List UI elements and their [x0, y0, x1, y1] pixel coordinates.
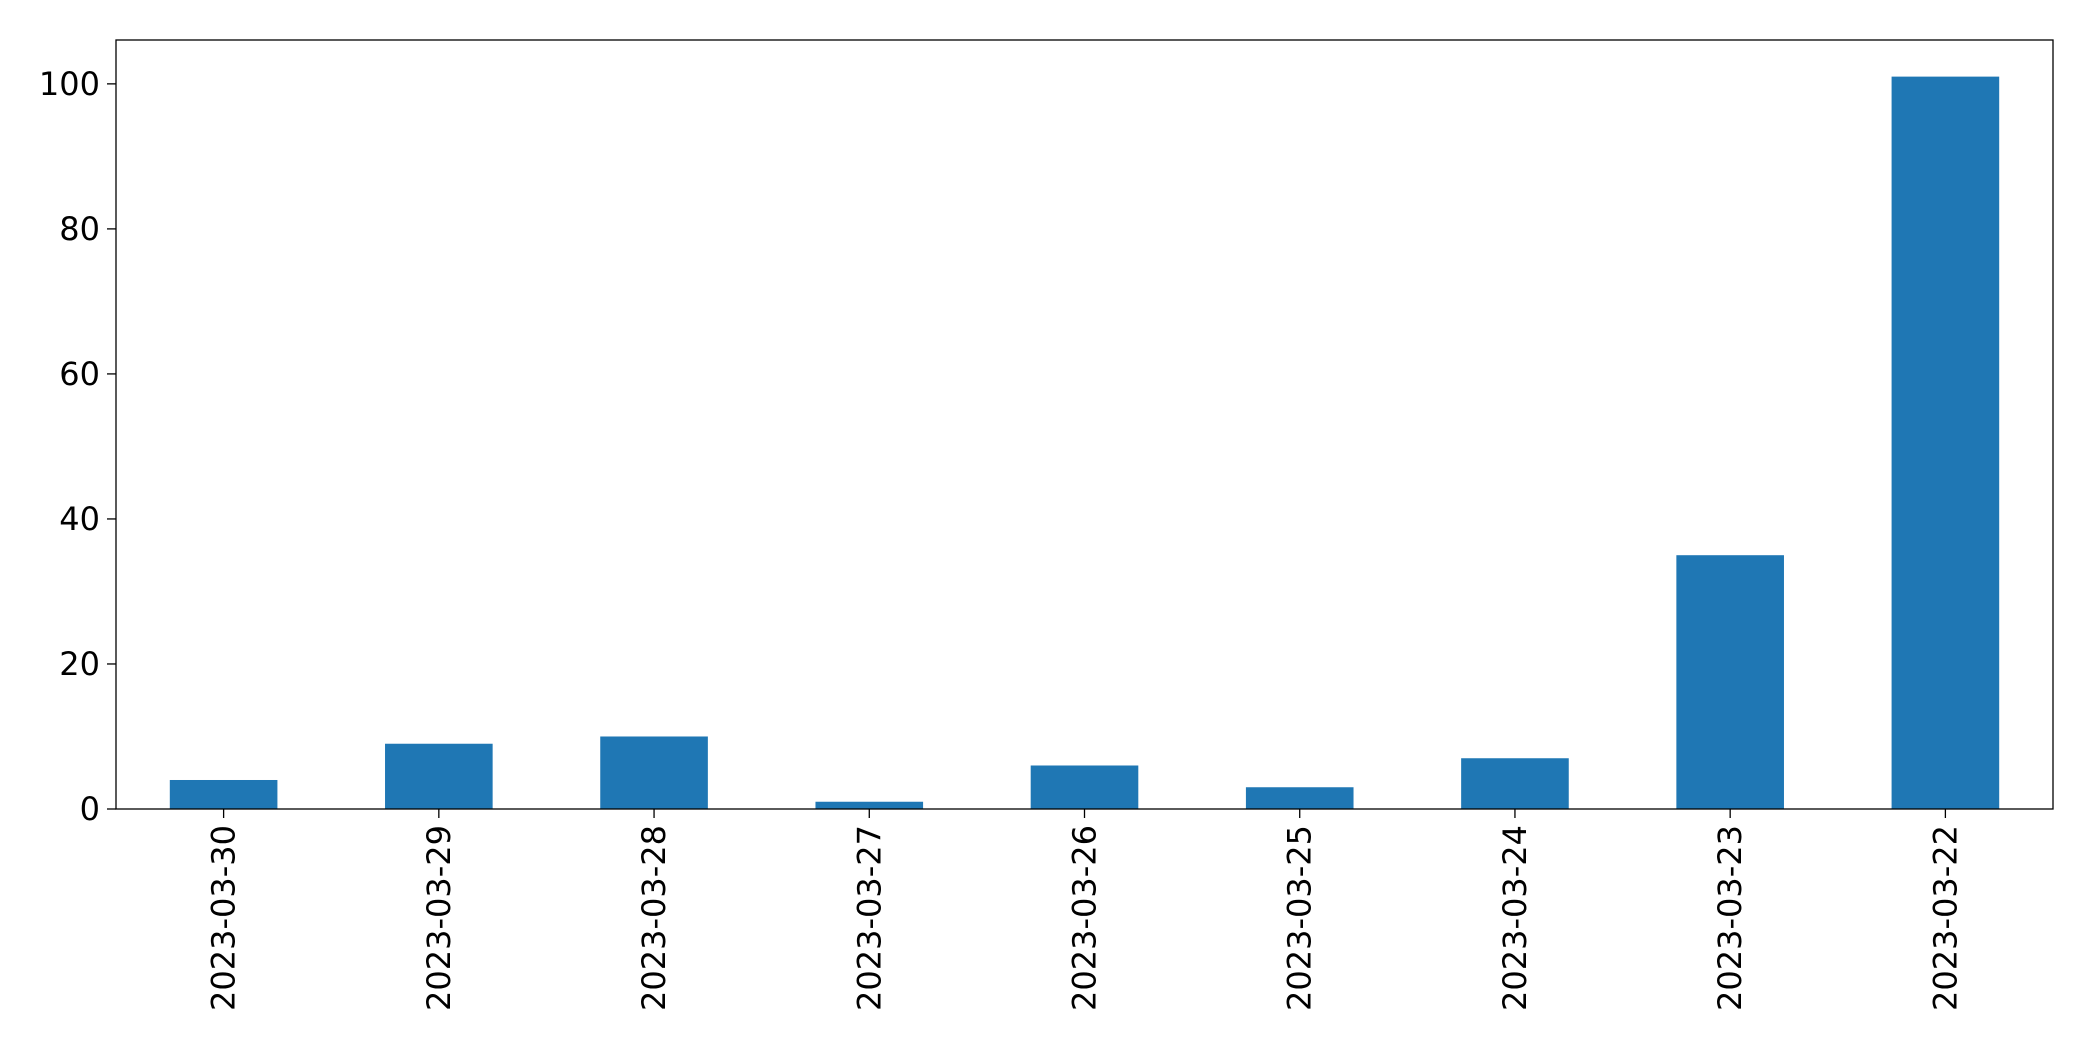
y-tick-label: 60: [59, 355, 100, 393]
bar: [385, 743, 493, 809]
x-tick-label: 2023-03-27: [850, 825, 888, 1011]
bar: [600, 736, 708, 809]
x-tick-label: 2023-03-23: [1711, 825, 1749, 1011]
bar: [169, 779, 278, 809]
x-tick-label: 2023-03-22: [1926, 825, 1964, 1011]
x-tick-label: 2023-03-28: [635, 825, 673, 1011]
x-tick-label: 2023-03-29: [420, 825, 458, 1011]
bar: [1030, 765, 1139, 809]
bar: [815, 801, 924, 809]
bar: [1891, 76, 2000, 810]
y-tick-label: 20: [59, 645, 100, 683]
y-tick-label: 40: [59, 500, 100, 538]
bar: [1245, 787, 1354, 809]
x-tick-label: 2023-03-30: [205, 825, 243, 1011]
x-tick-label: 2023-03-25: [1281, 825, 1319, 1011]
bar: [1461, 758, 1569, 809]
plot-frame: [115, 39, 2054, 810]
y-tick-label: 80: [59, 210, 100, 248]
y-tick-label: 100: [39, 65, 100, 103]
x-tick-label: 2023-03-24: [1496, 825, 1534, 1011]
y-tick-label: 0: [80, 790, 100, 828]
x-tick-label: 2023-03-26: [1066, 825, 1104, 1011]
bar: [1676, 555, 1784, 809]
